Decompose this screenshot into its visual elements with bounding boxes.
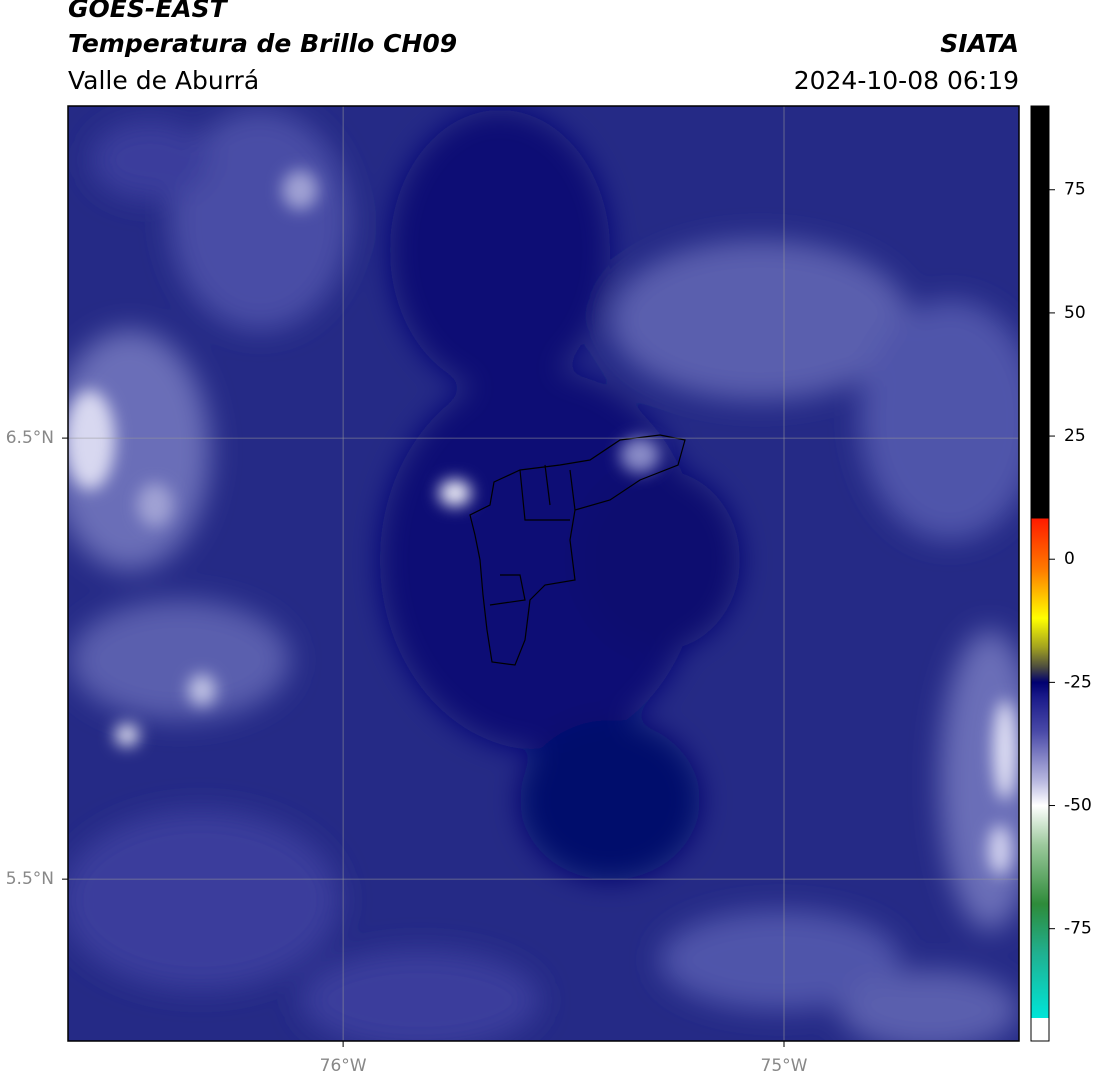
colorbar-tick-label: 50	[1064, 303, 1086, 323]
map-frame	[67, 105, 1020, 1042]
colorbar-tick-label: 75	[1064, 180, 1086, 200]
graticule	[62, 106, 1019, 1047]
lon-tick-label: 75°W	[761, 1056, 808, 1076]
colorbar-tick-label: -50	[1064, 796, 1092, 816]
region: Valle de Aburrá	[68, 66, 259, 95]
lat-tick-label: 5.5°N	[6, 869, 54, 889]
satellite-image	[68, 106, 1019, 1041]
datetime: 2024-10-08 06:19	[794, 66, 1019, 95]
colorbar-tick-label: 0	[1064, 549, 1075, 569]
valley-outline	[469, 434, 686, 666]
lat-tick-label: 6.5°N	[6, 428, 54, 448]
subtitle: Temperatura de Brillo CH09	[68, 29, 457, 58]
colorbar	[1030, 105, 1050, 1042]
colorbar-tick-label: -25	[1064, 672, 1092, 692]
title: GOES-EAST	[68, 0, 229, 23]
colorbar-tick-label: 25	[1064, 426, 1086, 446]
lon-tick-label: 76°W	[320, 1056, 367, 1076]
source: SIATA	[940, 29, 1019, 58]
colorbar-tick-label: -75	[1064, 919, 1092, 939]
